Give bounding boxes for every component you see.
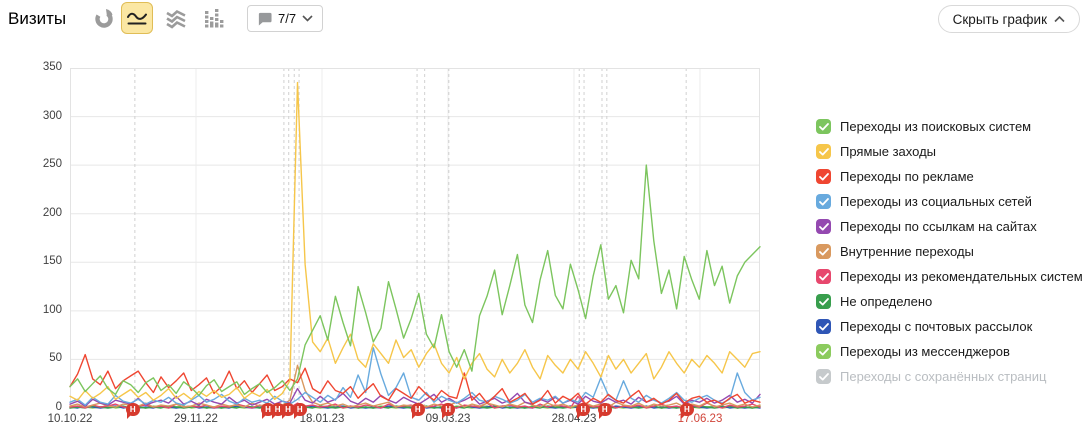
legend-label: Внутренние переходы [840,244,974,259]
notes-filter-count: 7/7 [278,11,297,26]
x-axis-label: 17.06.23 [677,413,723,425]
legend-label: Переходы с почтовых рассылок [840,319,1033,334]
check-icon [818,197,829,205]
legend: Переходы из поисковых систем Прямые заход… [816,114,1083,389]
note-marker[interactable]: Н [597,403,612,419]
series-line [69,347,761,406]
chart-type-bars-button[interactable] [200,4,228,32]
legend-checkbox[interactable] [816,194,831,209]
y-axis-label: 150 [42,255,62,268]
legend-item[interactable]: Прямые заходы [816,139,1083,164]
note-marker[interactable]: Н [292,403,307,419]
check-icon [818,122,829,130]
legend-label: Переходы по рекламе [840,169,974,184]
note-marker[interactable]: Н [410,403,425,419]
chart-type-stacked-button[interactable] [162,4,190,32]
legend-label: Переходы из поисковых систем [840,119,1032,134]
legend-checkbox[interactable] [816,344,831,359]
note-marker[interactable]: Н [281,403,296,419]
legend-checkbox [816,369,831,384]
plot-area [69,68,761,409]
x-axis-label: 09.03.23 [425,413,471,425]
legend-label: Переходы с сохранённых страниц [840,369,1047,384]
comment-bubble-icon [258,12,272,26]
visits-chart: 0 50 100 150 200 250 300 350 10.10.22 29.11.22 18.… [0,40,810,444]
note-marker[interactable]: Н [576,403,591,419]
legend-checkbox[interactable] [816,144,831,159]
legend-label: Не определено [840,294,933,309]
legend-item[interactable]: Переходы по ссылкам на сайтах [816,214,1083,239]
y-axis-label: 100 [42,303,62,316]
chevron-down-icon [302,15,313,22]
notes-filter-dropdown[interactable]: 7/7 [247,5,324,32]
legend-label: Переходы из социальных сетей [840,194,1032,209]
legend-checkbox[interactable] [816,294,831,309]
hide-chart-label: Скрыть график [952,11,1047,27]
x-axis-label: 28.04.23 [551,413,597,425]
legend-checkbox[interactable] [816,319,831,334]
legend-item: Переходы с сохранённых страниц [816,364,1083,389]
legend-label: Переходы из мессенджеров [840,344,1010,359]
stacked-area-icon [166,9,186,29]
check-icon [818,147,829,155]
series-line [69,164,761,397]
legend-item[interactable]: Не определено [816,289,1083,314]
x-axis-label: 29.11.22 [174,413,218,425]
check-icon [818,347,829,355]
note-marker[interactable]: Н [679,403,694,419]
check-icon [818,172,829,180]
legend-checkbox[interactable] [816,269,831,284]
check-icon [818,372,829,380]
legend-checkbox[interactable] [816,219,831,234]
note-marker[interactable]: Н [441,403,456,419]
check-icon [818,247,829,255]
plot-border [70,68,760,408]
chevron-up-icon [1054,15,1065,22]
y-axis-label: 50 [49,352,62,365]
y-axis-label: 300 [42,109,62,122]
y-axis-label: 350 [42,61,62,73]
chart-type-line-button[interactable] [121,2,153,34]
page-title: Визиты [8,9,67,28]
pie-chart-icon [95,9,113,28]
hide-chart-button[interactable]: Скрыть график [937,5,1080,33]
line-chart-icon [127,12,147,25]
legend-item[interactable]: Переходы из рекомендательных систем [816,264,1083,289]
legend-item[interactable]: Внутренние переходы [816,239,1083,264]
legend-label: Переходы по ссылкам на сайтах [840,219,1037,234]
legend-item[interactable]: Переходы из мессенджеров [816,339,1083,364]
y-axis-label: 0 [55,401,62,413]
legend-checkbox[interactable] [816,119,831,134]
series-line [69,353,761,405]
legend-label: Прямые заходы [840,144,937,159]
legend-item[interactable]: Переходы из социальных сетей [816,189,1083,214]
series-line [69,81,761,401]
check-icon [818,297,829,305]
check-icon [818,222,829,230]
legend-checkbox[interactable] [816,244,831,259]
note-marker[interactable]: Н [125,403,140,419]
y-axis-label: 250 [42,158,62,171]
legend-item[interactable]: Переходы с почтовых рассылок [816,314,1083,339]
y-axis-label: 200 [42,206,62,219]
check-icon [818,272,829,280]
chart-type-pie-button[interactable] [90,4,118,32]
legend-item[interactable]: Переходы по рекламе [816,164,1083,189]
legend-item[interactable]: Переходы из поисковых систем [816,114,1083,139]
x-axis-label: 10.10.22 [47,413,93,425]
legend-checkbox[interactable] [816,169,831,184]
x-axis-label: 18.01.23 [299,413,345,425]
check-icon [818,322,829,330]
bar-chart-icon [205,9,224,28]
legend-label: Переходы из рекомендательных систем [840,269,1083,284]
